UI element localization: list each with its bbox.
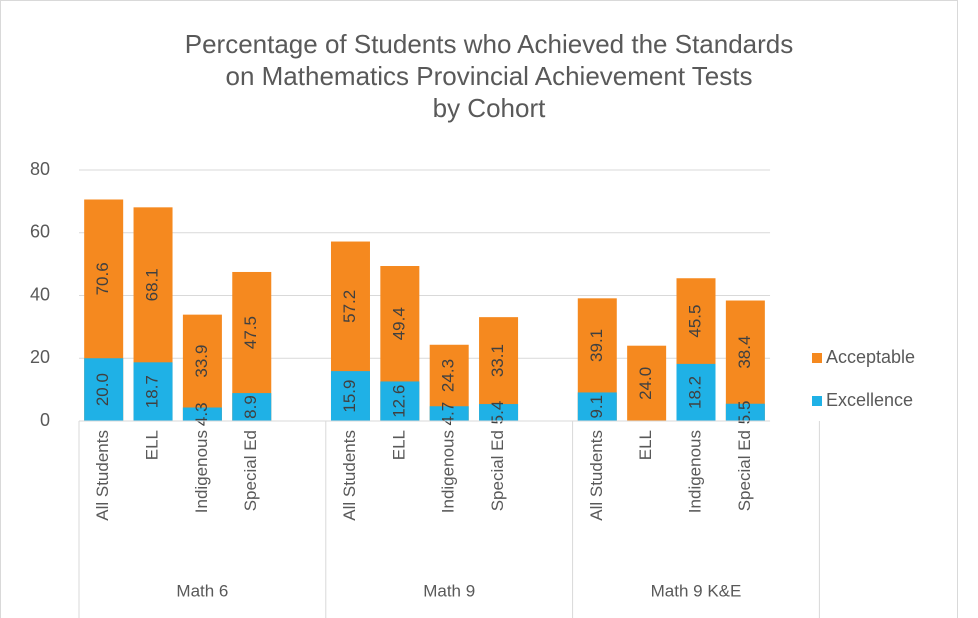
x-tick-label: ELL bbox=[389, 430, 408, 460]
x-tick-label: All Students bbox=[587, 430, 606, 521]
legend-label: Excellence bbox=[826, 390, 913, 410]
data-label: 9.1 bbox=[587, 395, 606, 419]
legend-swatch bbox=[812, 353, 822, 363]
x-tick-label: ELL bbox=[636, 430, 655, 460]
x-tick-label: Indigenous bbox=[685, 430, 704, 513]
data-label: 18.2 bbox=[685, 376, 704, 409]
x-tick-label: Special Ed bbox=[241, 430, 260, 511]
data-label: 38.4 bbox=[735, 336, 754, 369]
x-tick-label: Special Ed bbox=[735, 430, 754, 511]
legend-swatch bbox=[812, 396, 822, 406]
x-tick-label: Indigenous bbox=[439, 430, 458, 513]
bar bbox=[676, 363, 716, 421]
x-tick-label: ELL bbox=[143, 430, 162, 460]
legend-label: Acceptable bbox=[826, 347, 915, 367]
bar bbox=[330, 371, 370, 421]
group-label: Math 9 K&E bbox=[651, 581, 742, 600]
y-tick-label: 40 bbox=[30, 284, 50, 304]
data-label: 24.0 bbox=[636, 367, 655, 400]
data-label: 24.3 bbox=[439, 359, 458, 392]
y-tick-label: 20 bbox=[30, 347, 50, 367]
data-label: 57.2 bbox=[340, 290, 359, 323]
group-label: Math 6 bbox=[176, 581, 228, 600]
x-tick-label: Indigenous bbox=[192, 430, 211, 513]
bar bbox=[182, 314, 222, 421]
data-label: 18.7 bbox=[143, 375, 162, 408]
data-label: 20.0 bbox=[93, 373, 112, 406]
bar bbox=[429, 406, 469, 421]
data-label: 70.6 bbox=[93, 262, 112, 295]
chart-title: Percentage of Students who Achieved the … bbox=[185, 29, 794, 59]
bar bbox=[627, 345, 667, 421]
bar bbox=[479, 317, 519, 421]
data-label: 33.9 bbox=[192, 345, 211, 378]
data-label: 15.9 bbox=[340, 380, 359, 413]
data-label: 68.1 bbox=[143, 268, 162, 301]
data-label: 33.1 bbox=[488, 344, 507, 377]
bar bbox=[84, 358, 124, 421]
data-label: 5.5 bbox=[735, 401, 754, 425]
bar bbox=[232, 393, 272, 421]
bar bbox=[182, 407, 222, 421]
data-label: 47.5 bbox=[241, 316, 260, 349]
bar bbox=[725, 300, 765, 421]
data-label: 8.9 bbox=[241, 395, 260, 419]
bar bbox=[725, 403, 765, 421]
data-label: 49.4 bbox=[389, 307, 408, 340]
x-tick-label: All Students bbox=[340, 430, 359, 521]
data-label: 5.4 bbox=[488, 401, 507, 425]
data-label: 45.5 bbox=[685, 305, 704, 338]
bar bbox=[133, 362, 173, 421]
x-tick-label: Special Ed bbox=[488, 430, 507, 511]
data-label: 12.6 bbox=[389, 385, 408, 418]
chart-title: by Cohort bbox=[433, 93, 546, 123]
group-label: Math 9 bbox=[423, 581, 475, 600]
y-tick-label: 80 bbox=[30, 159, 50, 179]
data-label: 4.3 bbox=[192, 402, 211, 426]
bar bbox=[577, 392, 617, 421]
x-tick-label: All Students bbox=[93, 430, 112, 521]
data-label: 4.7 bbox=[439, 402, 458, 426]
bar bbox=[380, 381, 420, 421]
y-tick-label: 0 bbox=[40, 410, 50, 430]
y-tick-label: 60 bbox=[30, 222, 50, 242]
chart-title: on Mathematics Provincial Achievement Te… bbox=[226, 61, 753, 91]
data-label: 39.1 bbox=[587, 329, 606, 362]
bar bbox=[479, 404, 519, 421]
